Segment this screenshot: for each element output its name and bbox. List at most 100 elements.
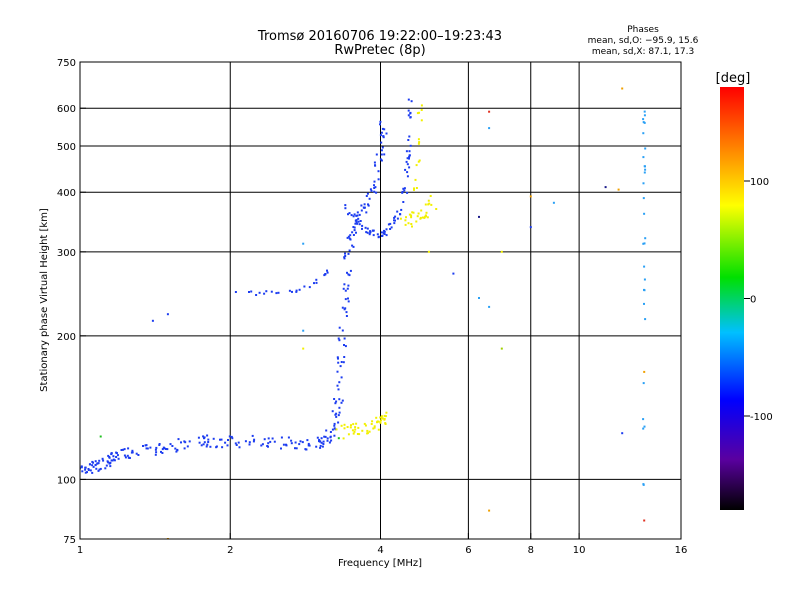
data-point bbox=[352, 226, 355, 228]
data-point bbox=[227, 439, 229, 441]
data-point bbox=[97, 462, 100, 465]
data-point bbox=[410, 223, 413, 225]
data-point bbox=[322, 440, 325, 443]
data-point bbox=[353, 213, 356, 216]
data-point bbox=[642, 242, 645, 245]
data-point bbox=[162, 446, 165, 449]
data-point bbox=[357, 220, 360, 223]
data-point bbox=[294, 447, 296, 450]
data-point bbox=[355, 219, 358, 222]
data-point bbox=[325, 429, 328, 432]
data-point bbox=[644, 168, 647, 171]
data-point bbox=[399, 213, 401, 216]
data-point bbox=[360, 209, 363, 212]
data-point bbox=[120, 449, 123, 451]
data-point bbox=[104, 467, 107, 470]
data-point bbox=[404, 219, 407, 222]
data-point bbox=[427, 199, 430, 202]
data-point bbox=[402, 187, 405, 190]
data-point bbox=[379, 123, 381, 126]
data-point bbox=[137, 454, 140, 456]
data-point bbox=[389, 222, 392, 225]
data-point bbox=[372, 427, 375, 430]
data-point bbox=[344, 255, 347, 257]
data-point bbox=[231, 437, 234, 440]
data-point bbox=[248, 441, 251, 444]
data-point bbox=[368, 197, 371, 200]
data-point bbox=[337, 421, 340, 424]
data-point bbox=[124, 456, 127, 459]
data-point bbox=[248, 443, 251, 446]
data-point bbox=[372, 234, 375, 237]
data-point bbox=[381, 417, 384, 420]
data-point bbox=[333, 422, 336, 425]
data-point bbox=[337, 388, 340, 391]
data-point bbox=[266, 445, 269, 447]
y-tick-label: 300 bbox=[57, 248, 76, 259]
data-point bbox=[642, 382, 645, 385]
data-point bbox=[417, 160, 420, 163]
data-point bbox=[369, 230, 372, 233]
data-point bbox=[643, 242, 646, 245]
data-point bbox=[340, 376, 343, 379]
data-point bbox=[127, 447, 130, 450]
data-point bbox=[127, 456, 130, 459]
data-point bbox=[154, 448, 157, 451]
data-point bbox=[380, 131, 383, 134]
data-point bbox=[344, 204, 347, 207]
data-point bbox=[343, 344, 345, 346]
data-point bbox=[418, 159, 421, 162]
data-point bbox=[406, 157, 409, 160]
data-point bbox=[355, 422, 358, 425]
data-point bbox=[212, 437, 215, 440]
data-point bbox=[365, 211, 368, 214]
data-point bbox=[379, 416, 382, 419]
data-point bbox=[410, 100, 413, 103]
data-point bbox=[368, 233, 371, 236]
data-point bbox=[363, 422, 366, 425]
data-point bbox=[393, 216, 396, 219]
x-tick-label: 4 bbox=[377, 545, 383, 556]
data-point bbox=[411, 225, 413, 228]
data-point bbox=[320, 441, 323, 444]
data-point bbox=[389, 228, 392, 230]
data-point bbox=[366, 231, 369, 234]
data-point bbox=[404, 168, 407, 171]
data-point bbox=[326, 271, 329, 274]
data-point bbox=[529, 226, 532, 229]
data-point bbox=[219, 438, 221, 441]
data-point bbox=[186, 445, 189, 448]
data-point bbox=[226, 444, 229, 447]
data-point bbox=[305, 448, 308, 451]
data-point bbox=[373, 184, 375, 187]
data-point bbox=[380, 415, 383, 418]
data-point bbox=[263, 292, 266, 295]
data-point bbox=[643, 212, 646, 215]
data-point bbox=[428, 202, 431, 205]
data-point bbox=[377, 170, 380, 173]
data-point bbox=[338, 411, 341, 414]
data-point bbox=[94, 463, 97, 466]
data-point bbox=[385, 234, 388, 237]
y-tick-label: 200 bbox=[57, 332, 76, 343]
x-tick-label: 6 bbox=[465, 545, 471, 556]
data-point bbox=[344, 345, 347, 348]
data-point bbox=[380, 231, 383, 234]
data-point bbox=[301, 441, 304, 444]
data-point bbox=[88, 463, 91, 466]
data-point bbox=[333, 424, 336, 427]
data-point bbox=[115, 456, 118, 458]
data-point bbox=[244, 440, 247, 443]
data-point bbox=[291, 290, 293, 293]
data-point bbox=[202, 443, 205, 446]
data-point bbox=[110, 452, 113, 455]
data-point bbox=[335, 412, 338, 415]
data-point bbox=[331, 410, 334, 413]
data-point bbox=[207, 441, 210, 443]
data-point bbox=[384, 423, 387, 425]
data-point bbox=[642, 427, 645, 430]
data-point bbox=[643, 278, 646, 281]
data-point bbox=[375, 416, 378, 419]
data-point bbox=[604, 186, 607, 189]
data-point bbox=[373, 426, 376, 429]
